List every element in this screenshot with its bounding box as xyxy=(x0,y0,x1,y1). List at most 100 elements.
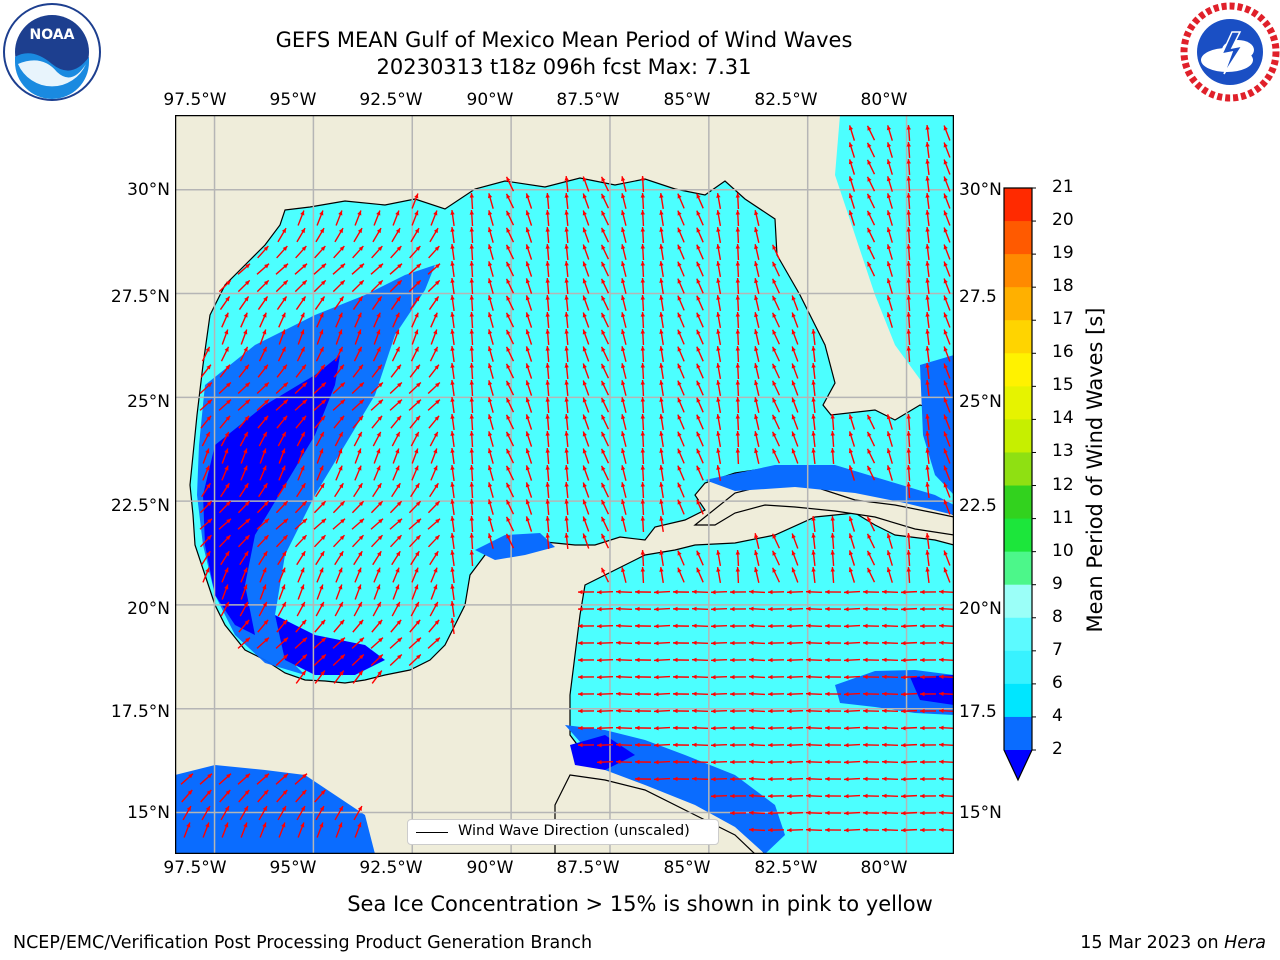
wind-wave-arrow xyxy=(771,363,781,379)
wind-wave-arrow xyxy=(886,227,893,243)
wind-wave-arrow xyxy=(653,675,671,680)
wind-wave-arrow xyxy=(392,312,400,328)
wind-wave-arrow xyxy=(258,550,268,566)
wind-wave-arrow xyxy=(866,159,876,175)
wind-wave-arrow xyxy=(564,498,569,516)
wind-wave-arrow xyxy=(943,567,951,583)
wind-wave-arrow xyxy=(906,413,911,431)
wind-wave-arrow xyxy=(862,793,880,799)
wind-wave-arrow xyxy=(427,279,441,293)
wind-wave-arrow xyxy=(672,623,690,629)
wind-wave-arrow xyxy=(677,499,685,515)
wind-wave-arrow xyxy=(811,532,816,550)
wind-wave-arrow xyxy=(258,601,268,617)
wind-wave-arrow xyxy=(824,674,842,680)
wind-wave-arrow xyxy=(805,640,823,646)
wind-wave-arrow xyxy=(600,363,610,379)
wind-wave-arrow xyxy=(938,606,954,612)
wind-wave-arrow xyxy=(354,465,362,481)
wind-wave-arrow xyxy=(791,567,799,583)
wind-wave-arrow xyxy=(640,192,645,210)
wind-wave-arrow xyxy=(295,789,307,803)
colorbar-segment xyxy=(1004,287,1032,321)
wind-wave-arrow xyxy=(925,192,930,210)
wind-wave-arrow xyxy=(257,619,269,633)
wind-wave-arrow xyxy=(906,566,911,584)
wind-wave-arrow xyxy=(238,415,250,429)
wind-wave-arrow xyxy=(257,296,269,310)
wind-wave-arrow xyxy=(710,623,728,629)
wind-wave-arrow xyxy=(710,674,728,680)
wind-wave-arrow xyxy=(716,567,722,583)
wind-wave-arrow xyxy=(830,549,835,567)
wind-wave-arrow xyxy=(771,295,781,311)
wind-wave-arrow xyxy=(335,584,343,600)
wind-wave-arrow xyxy=(469,498,474,516)
wind-wave-arrow xyxy=(943,363,951,379)
wind-wave-arrow xyxy=(735,413,740,431)
wind-wave-arrow xyxy=(866,210,876,226)
wind-wave-arrow xyxy=(237,279,251,293)
wind-wave-arrow xyxy=(525,295,533,311)
wind-wave-arrow xyxy=(659,277,664,295)
wind-wave-arrow xyxy=(600,261,610,277)
wind-wave-arrow xyxy=(767,623,785,629)
wind-wave-arrow xyxy=(373,210,381,226)
wind-wave-arrow xyxy=(735,209,740,227)
wind-wave-arrow xyxy=(653,658,671,663)
wind-wave-arrow xyxy=(296,346,306,362)
wind-wave-arrow xyxy=(600,176,610,192)
wind-wave-arrow xyxy=(371,364,383,378)
colorbar-segment xyxy=(1004,386,1032,420)
wind-wave-arrow xyxy=(754,431,760,447)
wind-wave-arrow xyxy=(297,465,305,481)
wind-wave-arrow xyxy=(450,430,455,448)
wind-wave-arrow xyxy=(862,606,880,612)
wind-wave-arrow xyxy=(335,567,343,583)
wind-wave-arrow xyxy=(886,193,893,209)
wind-wave-arrow xyxy=(791,550,799,566)
wind-wave-arrow xyxy=(313,399,327,411)
wind-wave-arrow xyxy=(767,674,785,680)
wind-wave-arrow xyxy=(316,448,324,464)
wind-wave-arrow xyxy=(919,623,937,629)
wind-wave-arrow xyxy=(824,793,842,799)
wind-wave-arrow xyxy=(710,759,728,765)
wind-wave-arrow xyxy=(640,294,645,312)
wind-wave-arrow xyxy=(786,793,804,799)
wind-wave-arrow xyxy=(408,279,422,293)
wind-wave-arrow xyxy=(487,448,494,464)
wind-wave-arrow xyxy=(900,742,918,748)
wind-wave-arrow xyxy=(943,244,951,260)
wind-wave-arrow xyxy=(677,414,685,430)
wind-wave-arrow xyxy=(640,362,645,380)
wind-wave-arrow xyxy=(354,584,362,600)
wind-wave-arrow xyxy=(450,464,455,482)
wind-wave-arrow xyxy=(640,481,645,499)
wind-wave-arrow xyxy=(295,619,307,633)
wind-wave-arrow xyxy=(716,227,722,243)
wind-wave-arrow xyxy=(621,244,627,260)
wind-wave-arrow xyxy=(925,124,930,142)
wind-wave-arrow xyxy=(900,657,918,663)
wind-wave-arrow xyxy=(729,725,747,731)
wind-wave-arrow xyxy=(427,518,441,530)
nws-logo xyxy=(1180,2,1280,102)
wind-wave-arrow xyxy=(691,708,709,714)
wind-wave-arrow xyxy=(824,725,842,731)
wind-wave-arrow xyxy=(545,532,550,550)
gulf-map xyxy=(175,115,954,854)
colorbar-segment xyxy=(1004,650,1032,685)
wind-wave-arrow xyxy=(754,448,760,464)
wind-wave-arrow xyxy=(748,827,766,832)
wind-wave-arrow xyxy=(886,244,893,260)
wind-wave-arrow xyxy=(294,773,308,785)
colorbar-segment xyxy=(1004,485,1032,520)
wind-wave-arrow xyxy=(277,346,287,362)
wind-wave-arrow xyxy=(919,708,937,714)
wind-wave-arrow xyxy=(696,244,704,260)
wind-wave-arrow xyxy=(392,329,400,345)
wind-wave-arrow xyxy=(866,193,876,209)
wind-wave-arrow xyxy=(925,464,930,482)
wind-wave-arrow xyxy=(621,482,627,498)
